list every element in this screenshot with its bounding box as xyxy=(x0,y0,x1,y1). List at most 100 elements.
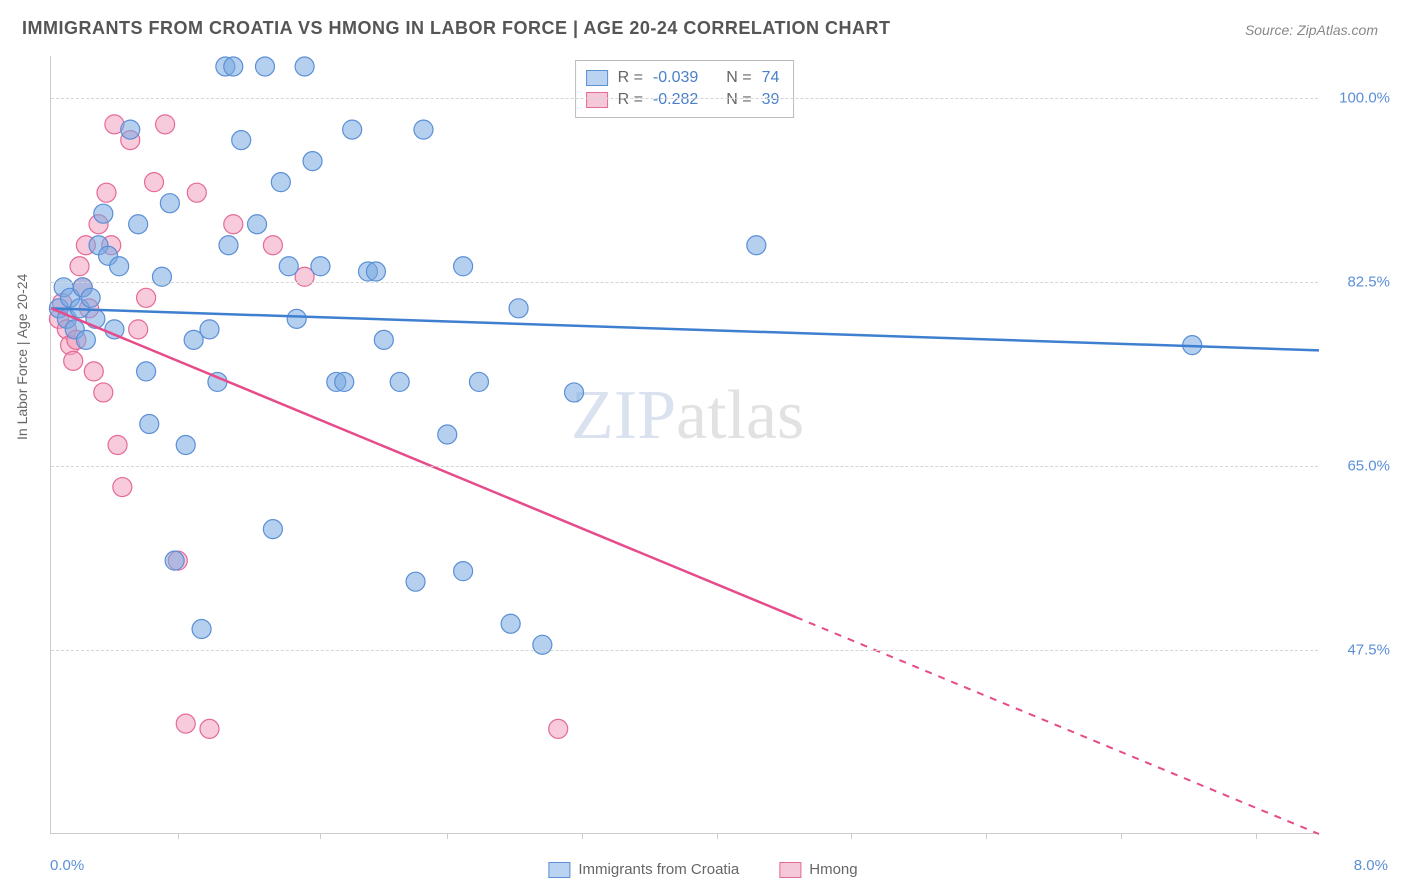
regression-line-hmong xyxy=(51,308,796,617)
scatter-point-croatia xyxy=(152,267,171,286)
scatter-point-croatia xyxy=(263,520,282,539)
source-label: Source: ZipAtlas.com xyxy=(1245,22,1378,38)
r-label: R = xyxy=(618,67,643,89)
scatter-point-croatia xyxy=(454,257,473,276)
legend-row-hmong: R = -0.282 N = 39 xyxy=(586,89,780,111)
scatter-point-hmong xyxy=(64,351,83,370)
scatter-point-croatia xyxy=(94,204,113,223)
r-value-hmong: -0.282 xyxy=(653,89,698,111)
scatter-point-croatia xyxy=(176,436,195,455)
scatter-point-croatia xyxy=(366,262,385,281)
scatter-point-croatia xyxy=(747,236,766,255)
scatter-point-croatia xyxy=(248,215,267,234)
scatter-point-croatia xyxy=(295,57,314,76)
n-label: N = xyxy=(726,89,751,111)
scatter-point-croatia xyxy=(414,120,433,139)
y-tick-label: 65.0% xyxy=(1347,458,1390,475)
legend-item-croatia: Immigrants from Croatia xyxy=(548,861,739,878)
plot-area: ZIPatlas R = -0.039 N = 74 R = -0.282 N … xyxy=(50,56,1318,834)
scatter-point-hmong xyxy=(137,288,156,307)
scatter-point-croatia xyxy=(501,614,520,633)
legend-label-hmong: Hmong xyxy=(809,861,857,878)
x-tick xyxy=(986,833,987,839)
scatter-point-croatia xyxy=(406,572,425,591)
scatter-point-hmong xyxy=(263,236,282,255)
r-label: R = xyxy=(618,89,643,111)
scatter-point-hmong xyxy=(200,719,219,738)
x-tick xyxy=(717,833,718,839)
scatter-point-croatia xyxy=(105,320,124,339)
scatter-point-croatia xyxy=(271,173,290,192)
scatter-point-croatia xyxy=(137,362,156,381)
scatter-point-croatia xyxy=(509,299,528,318)
gridline xyxy=(51,466,1318,467)
chart-svg xyxy=(51,56,1319,834)
scatter-point-hmong xyxy=(94,383,113,402)
x-tick xyxy=(1256,833,1257,839)
scatter-point-hmong xyxy=(113,478,132,497)
correlation-legend: R = -0.039 N = 74 R = -0.282 N = 39 xyxy=(575,60,795,118)
y-axis-label: In Labor Force | Age 20-24 xyxy=(14,274,30,440)
scatter-point-croatia xyxy=(76,330,95,349)
series-legend: Immigrants from Croatia Hmong xyxy=(548,861,857,878)
x-tick xyxy=(320,833,321,839)
n-value-croatia: 74 xyxy=(762,67,780,89)
scatter-point-croatia xyxy=(219,236,238,255)
x-tick xyxy=(582,833,583,839)
scatter-point-croatia xyxy=(81,288,100,307)
scatter-point-hmong xyxy=(176,714,195,733)
legend-label-croatia: Immigrants from Croatia xyxy=(578,861,739,878)
legend-row-croatia: R = -0.039 N = 74 xyxy=(586,67,780,89)
scatter-point-hmong xyxy=(108,436,127,455)
chart-title: IMMIGRANTS FROM CROATIA VS HMONG IN LABO… xyxy=(22,18,891,39)
scatter-point-croatia xyxy=(279,257,298,276)
x-tick xyxy=(447,833,448,839)
swatch-croatia xyxy=(586,70,608,86)
scatter-point-croatia xyxy=(565,383,584,402)
x-tick xyxy=(178,833,179,839)
scatter-point-croatia xyxy=(311,257,330,276)
scatter-point-croatia xyxy=(121,120,140,139)
regression-line-croatia xyxy=(51,308,1319,350)
scatter-point-hmong xyxy=(97,183,116,202)
scatter-point-croatia xyxy=(129,215,148,234)
scatter-point-croatia xyxy=(343,120,362,139)
scatter-point-hmong xyxy=(156,115,175,134)
scatter-point-hmong xyxy=(70,257,89,276)
scatter-point-croatia xyxy=(232,131,251,150)
scatter-point-croatia xyxy=(192,619,211,638)
r-value-croatia: -0.039 xyxy=(653,67,698,89)
scatter-point-croatia xyxy=(335,372,354,391)
scatter-point-croatia xyxy=(224,57,243,76)
x-axis-max-label: 8.0% xyxy=(1354,857,1388,874)
scatter-point-hmong xyxy=(145,173,164,192)
scatter-point-croatia xyxy=(303,152,322,171)
scatter-point-croatia xyxy=(165,551,184,570)
scatter-point-hmong xyxy=(549,719,568,738)
x-axis-min-label: 0.0% xyxy=(50,857,84,874)
scatter-point-croatia xyxy=(160,194,179,213)
swatch-croatia-icon xyxy=(548,862,570,878)
y-tick-label: 47.5% xyxy=(1347,642,1390,659)
scatter-point-hmong xyxy=(129,320,148,339)
scatter-point-croatia xyxy=(438,425,457,444)
scatter-point-croatia xyxy=(255,57,274,76)
swatch-hmong-icon xyxy=(779,862,801,878)
gridline xyxy=(51,282,1318,283)
scatter-point-croatia xyxy=(469,372,488,391)
gridline xyxy=(51,98,1318,99)
scatter-point-croatia xyxy=(110,257,129,276)
y-tick-label: 82.5% xyxy=(1347,274,1390,291)
n-value-hmong: 39 xyxy=(762,89,780,111)
scatter-point-hmong xyxy=(187,183,206,202)
scatter-point-hmong xyxy=(224,215,243,234)
gridline xyxy=(51,650,1318,651)
scatter-point-croatia xyxy=(140,414,159,433)
scatter-point-croatia xyxy=(200,320,219,339)
legend-item-hmong: Hmong xyxy=(779,861,857,878)
swatch-hmong xyxy=(586,92,608,108)
x-tick xyxy=(851,833,852,839)
scatter-point-croatia xyxy=(454,562,473,581)
scatter-point-croatia xyxy=(374,330,393,349)
scatter-point-hmong xyxy=(84,362,103,381)
